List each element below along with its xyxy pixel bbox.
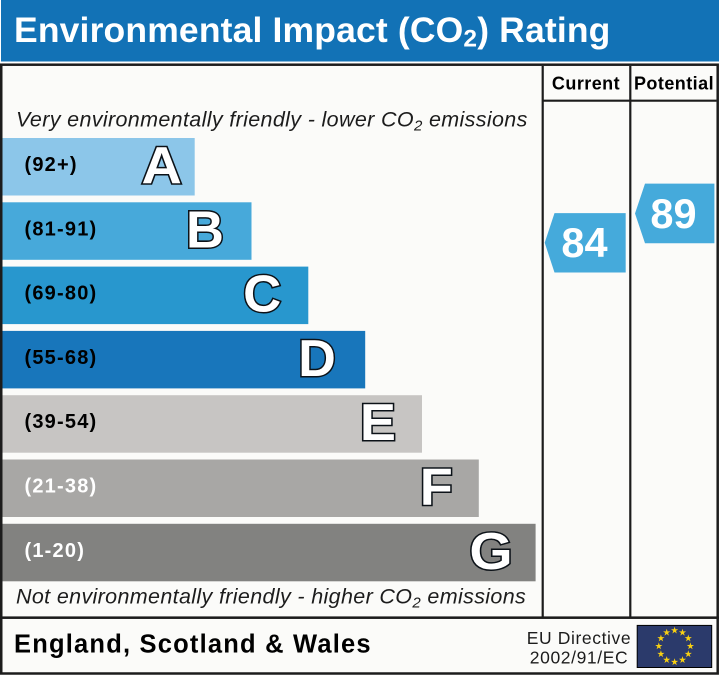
svg-text:(1-20): (1-20) (25, 540, 86, 562)
svg-text:(39-54): (39-54) (25, 411, 98, 433)
svg-text:(69-80): (69-80) (25, 283, 98, 305)
svg-text:Potential: Potential (634, 74, 714, 94)
svg-text:A: A (142, 137, 182, 195)
svg-text:EU Directive: EU Directive (527, 628, 631, 648)
svg-text:Very environmentally friendly: Very environmentally friendly - lower CO… (16, 107, 528, 134)
svg-text:(92+): (92+) (25, 154, 78, 176)
svg-text:(21-38): (21-38) (25, 476, 98, 498)
svg-text:England, Scotland & Wales: England, Scotland & Wales (14, 630, 372, 658)
svg-text:Environmental Impact (CO2) Rat: Environmental Impact (CO2) Rating (14, 10, 611, 53)
svg-text:(55-68): (55-68) (25, 347, 98, 369)
svg-text:D: D (298, 330, 336, 388)
svg-text:Current: Current (552, 74, 620, 94)
svg-text:89: 89 (650, 190, 696, 237)
svg-text:F: F (420, 458, 453, 516)
svg-text:G: G (469, 522, 512, 580)
svg-text:(81-91): (81-91) (25, 218, 98, 240)
svg-text:B: B (186, 202, 224, 260)
svg-text:84: 84 (561, 219, 607, 266)
svg-text:2002/91/EC: 2002/91/EC (530, 648, 628, 668)
svg-text:Not environmentally friendly -: Not environmentally friendly - higher CO… (16, 585, 526, 612)
svg-text:C: C (243, 266, 281, 324)
svg-text:E: E (360, 394, 396, 452)
